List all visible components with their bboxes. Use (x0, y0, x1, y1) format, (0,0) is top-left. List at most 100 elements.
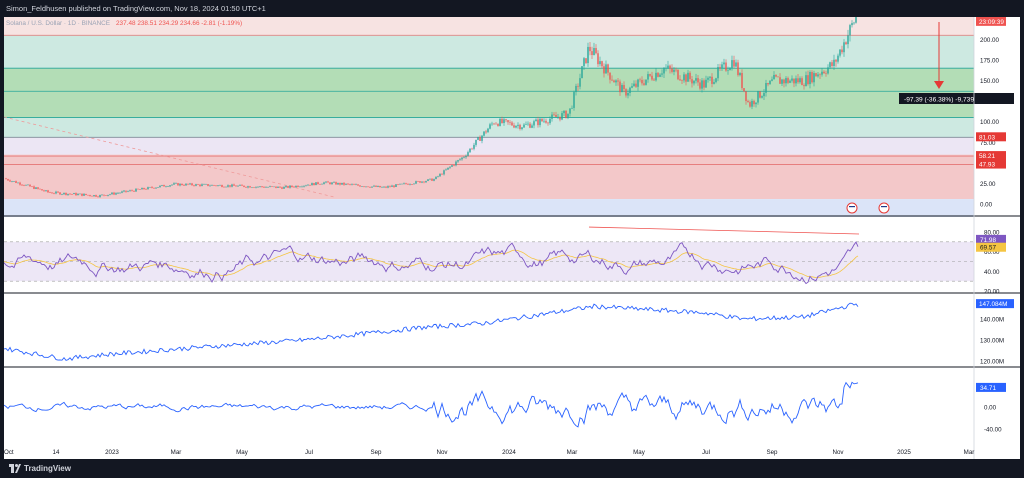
price-candle (683, 72, 685, 83)
tradingview-logo-icon (9, 464, 21, 473)
price-candle (749, 100, 751, 108)
price-candle (405, 182, 407, 185)
price-candle (807, 70, 809, 86)
price-candle (771, 76, 773, 82)
price-candle (121, 190, 123, 194)
price-candle (421, 181, 423, 184)
price-candle (647, 71, 649, 83)
chart-canvas[interactable]: -97.39 (-36.38%) -9,739 Solana / U.S. Dol… (3, 0, 1020, 459)
price-candle (491, 121, 493, 126)
zone-bottom-blue (4, 199, 974, 217)
price-candle (419, 181, 421, 183)
price-candle (845, 41, 847, 45)
price-candle (619, 79, 621, 96)
price-candle (349, 183, 351, 186)
price-candle (271, 186, 273, 187)
badge-countdown: 23:09:39 (979, 19, 1004, 26)
price-candle (573, 90, 575, 111)
price-candle (221, 184, 223, 188)
price-candle (649, 73, 651, 77)
price-candle (493, 122, 495, 125)
price-candle (149, 186, 151, 188)
price-candle (641, 76, 643, 86)
price-candle (521, 126, 523, 131)
price-candle (447, 167, 449, 170)
price-candle (817, 72, 819, 78)
time-axis-label: 2025 (897, 449, 911, 456)
price-candle (97, 195, 99, 198)
price-candle (409, 183, 411, 186)
price-candle (685, 73, 687, 86)
badge-osc-bg (976, 382, 1006, 392)
price-candle (243, 185, 245, 188)
price-candle (803, 83, 805, 90)
price-candle (487, 127, 489, 133)
price-candle (305, 184, 307, 187)
price-candle (343, 182, 345, 186)
price-candle (691, 75, 693, 88)
price-candle (209, 184, 211, 187)
price-candle (183, 184, 185, 187)
price-candle (593, 42, 595, 56)
event-flag-icon (846, 202, 858, 214)
price-candle (265, 186, 267, 188)
price-candle (699, 79, 701, 91)
price-candle (325, 181, 327, 184)
price-candle (81, 193, 83, 197)
price-candle (599, 56, 601, 67)
price-candle (667, 60, 669, 70)
chart-frame[interactable]: -97.39 (-36.38%) -9,739 Solana / U.S. Dol… (3, 0, 1020, 459)
price-candle (175, 182, 177, 184)
price-candle (621, 83, 623, 93)
price-candle (371, 186, 373, 189)
price-candle (681, 79, 683, 84)
price-candle (365, 186, 367, 188)
price-candle (295, 185, 297, 188)
price-candle (655, 68, 657, 82)
price-candle (285, 185, 287, 188)
price-candle (575, 83, 577, 96)
measure-arrowhead-icon (934, 81, 944, 89)
price-candle (189, 182, 191, 185)
price-candle (327, 180, 329, 183)
price-candle (165, 185, 167, 188)
price-candle (427, 179, 429, 182)
price-candle (193, 184, 195, 187)
price-candle (821, 68, 823, 77)
price-candle (469, 148, 471, 154)
zone-purple (4, 137, 974, 155)
price-candle (591, 46, 593, 60)
price-candle (499, 117, 501, 127)
badge-obv-bg (976, 299, 1014, 309)
price-candle (589, 42, 591, 56)
price-candle (605, 60, 607, 74)
price-candle (35, 186, 37, 190)
price-tick-label: 25.00 (980, 181, 996, 188)
price-candle (617, 78, 619, 86)
price-candle (167, 185, 169, 188)
price-candle (713, 79, 715, 85)
price-candle (335, 181, 337, 185)
price-candle (239, 184, 241, 186)
price-candle (7, 178, 9, 181)
price-candle (89, 194, 91, 197)
price-candle (27, 184, 29, 186)
price-candle (435, 176, 437, 180)
price-candle (37, 187, 39, 190)
price-candle (569, 108, 571, 117)
price-candle (815, 72, 817, 77)
price-candle (759, 91, 761, 99)
price-candle (11, 180, 13, 183)
price-candle (757, 90, 759, 105)
price-candle (169, 185, 171, 188)
price-candle (451, 164, 453, 167)
price-candle (515, 125, 517, 129)
price-candle (511, 121, 513, 126)
price-candle (341, 182, 343, 185)
price-candle (363, 186, 365, 188)
price-candle (839, 49, 841, 58)
price-candle (259, 185, 261, 188)
price-candle (483, 131, 485, 137)
price-candle (671, 64, 673, 74)
time-axis-label: Jul (305, 449, 313, 456)
